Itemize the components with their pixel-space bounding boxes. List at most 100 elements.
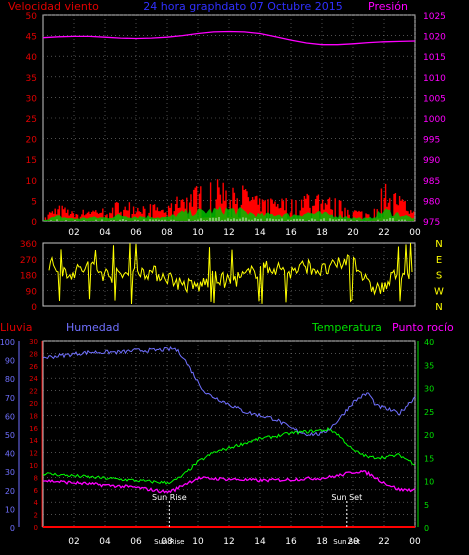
temp-humidity-rain-panel: 0102030405060708090100024681012141618202… [0, 338, 434, 547]
pressure-label: Presión [368, 0, 408, 13]
tick-label: 80 [5, 375, 15, 384]
tick-label: 2 [34, 512, 38, 520]
tick-label: 18 [29, 412, 38, 420]
tick-label: 30 [29, 338, 38, 346]
tick-label: 0 [10, 524, 15, 533]
tick-label: 0 [31, 303, 37, 313]
sun-event-label: Sun Rise [152, 493, 187, 502]
tick-label: 5 [424, 501, 429, 510]
tick-label: 990 [423, 156, 440, 166]
tick-label: 10 [26, 177, 38, 187]
chart-title: 24 hora graphdato 07 Octubre 2015 [143, 0, 342, 13]
tick-label: 22 [378, 537, 389, 547]
dewpoint-label: Punto rocío [392, 321, 454, 334]
tick-label: 40 [424, 338, 434, 347]
tick-label: 5 [31, 197, 37, 207]
tick-label: 06 [130, 228, 142, 238]
tick-label: 980 [423, 197, 440, 207]
temperature-label: Temperatura [311, 321, 382, 334]
tick-label: 22 [378, 228, 389, 238]
temperature-series [42, 427, 416, 485]
tick-label: 08 [161, 537, 173, 547]
tick-label: 0 [31, 218, 37, 228]
tick-label: 45 [26, 33, 37, 43]
tick-label: 10 [424, 478, 434, 487]
tick-label: 40 [5, 450, 15, 459]
tick-label: 20 [26, 136, 38, 146]
humidity-label: Humedad [66, 321, 119, 334]
tick-label: 16 [29, 425, 38, 433]
tick-label: 12 [223, 537, 234, 547]
tick-label: 14 [29, 437, 38, 445]
tick-label: 90 [5, 357, 15, 366]
tick-label: 995 [423, 136, 440, 146]
tick-label: 28 [29, 350, 38, 358]
sun-event-label: Sun Set [331, 493, 362, 502]
tick-label: 14 [254, 537, 266, 547]
compass-label: N [435, 239, 442, 250]
wind-light-series [50, 217, 406, 221]
tick-label: 30 [26, 94, 38, 104]
tick-label: 25 [424, 408, 434, 417]
tick-label: 50 [26, 12, 38, 22]
tick-label: 8 [34, 474, 38, 482]
tick-label: 10 [192, 537, 204, 547]
tick-label: 04 [99, 537, 111, 547]
tick-label: 12 [223, 228, 234, 238]
tick-label: 08 [161, 228, 173, 238]
tick-label: 22 [29, 388, 38, 396]
tick-label: 70 [5, 394, 15, 403]
tick-label: 20 [29, 400, 38, 408]
humidity-series [42, 346, 416, 437]
tick-label: 1000 [423, 115, 446, 125]
dewpoint-series [42, 469, 416, 494]
tick-label: 6 [34, 487, 39, 495]
tick-label: 20 [5, 487, 15, 496]
tick-label: 20 [424, 431, 434, 440]
tick-label: 16 [285, 537, 297, 547]
tick-label: 02 [68, 537, 79, 547]
tick-label: 14 [254, 228, 266, 238]
pressure-series [42, 30, 416, 46]
sun-axis-label: Sun Rise [154, 538, 184, 546]
tick-label: 360 [20, 240, 37, 250]
tick-label: 0 [34, 524, 38, 532]
tick-label: 90 [26, 287, 38, 297]
tick-label: 35 [424, 361, 434, 370]
compass-label: W [434, 286, 444, 297]
wind-speed-label: Velocidad viento [8, 0, 99, 13]
tick-label: 60 [5, 412, 15, 421]
tick-label: 06 [130, 537, 142, 547]
compass-label: S [436, 271, 442, 282]
tick-label: 1015 [423, 53, 446, 63]
tick-label: 0 [424, 524, 429, 533]
tick-label: 270 [20, 256, 37, 266]
tick-label: 1005 [423, 94, 446, 104]
tick-label: 20 [347, 537, 359, 547]
tick-label: 04 [99, 228, 111, 238]
tick-label: 26 [29, 363, 38, 371]
tick-label: 1025 [423, 12, 446, 22]
tick-label: 4 [34, 499, 39, 507]
tick-label: 180 [20, 272, 37, 282]
tick-label: 00 [409, 537, 421, 547]
tick-label: 12 [29, 450, 38, 458]
compass-label: E [436, 255, 442, 266]
tick-label: 30 [5, 468, 15, 477]
tick-label: 15 [26, 156, 37, 166]
wind-pressure-panel: 0510152025303540455097598098599099510001… [26, 12, 447, 238]
tick-label: 40 [26, 53, 38, 63]
sun-axis-label: Sun Set [333, 538, 360, 546]
tick-label: 24 [29, 375, 38, 383]
tick-label: 10 [5, 505, 15, 514]
tick-label: 15 [424, 454, 434, 463]
rain-label: Lluvia [0, 321, 32, 334]
tick-label: 16 [285, 228, 297, 238]
tick-label: 20 [347, 228, 359, 238]
tick-label: 30 [424, 385, 434, 394]
wind-direction-series [48, 242, 413, 305]
tick-label: 18 [316, 537, 328, 547]
tick-label: 985 [423, 177, 440, 187]
